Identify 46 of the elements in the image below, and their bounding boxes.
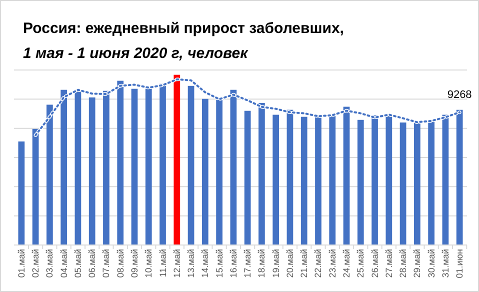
x-tick-label: 22.май xyxy=(313,249,324,278)
bar xyxy=(244,110,251,245)
x-tick-label: 03.май xyxy=(44,249,55,278)
bar xyxy=(357,120,364,245)
x-tick-label: 05.май xyxy=(72,249,83,278)
bar xyxy=(174,74,180,245)
x-tick-label: 02.май xyxy=(30,249,41,278)
x-tick-label: 12.май xyxy=(172,249,182,278)
bar xyxy=(272,114,280,245)
x-tick-label: 09.май xyxy=(129,249,140,278)
x-tick-label: 14.май xyxy=(200,249,210,278)
x-tick-label: 13.май xyxy=(186,249,196,278)
x-tick-label: 18.май xyxy=(256,249,267,278)
bar xyxy=(131,88,138,245)
bar xyxy=(400,122,406,245)
x-tick-label: 28.май xyxy=(398,249,408,278)
bar xyxy=(300,116,308,245)
x-tick-label: 16.май xyxy=(228,249,238,278)
bar xyxy=(202,98,208,245)
data-label: 9268 xyxy=(447,88,472,101)
x-tick-label: 10.май xyxy=(144,249,154,278)
x-tick-label: 11.май xyxy=(158,249,168,278)
x-tick-label: 01.июн xyxy=(454,248,465,278)
x-tick-label: 21.май xyxy=(299,249,310,278)
bar xyxy=(18,141,25,245)
x-tick-label: 31.май xyxy=(440,249,450,278)
x-tick-label: 17.май xyxy=(242,249,253,278)
x-tick-label: 06.май xyxy=(87,249,98,278)
bar xyxy=(88,97,96,245)
x-tick-label: 24.май xyxy=(342,249,352,278)
bar xyxy=(188,86,194,245)
x-tick-label: 07.май xyxy=(101,249,112,278)
chart-title: Россия: ежедневный прирост заболевших, xyxy=(23,20,344,37)
x-tick-label: 19.май xyxy=(270,249,281,278)
x-tick-label: 29.май xyxy=(412,249,422,278)
chart-subtitle: 1 мая - 1 июня 2020 г, человек xyxy=(23,45,250,62)
x-tick-label: 04.май xyxy=(58,249,69,278)
x-tick-label: 15.май xyxy=(214,249,224,278)
x-tick-label: 25.май xyxy=(356,249,366,278)
x-tick-label: 08.май xyxy=(115,249,126,278)
x-tick-label: 01.май xyxy=(16,249,26,278)
x-tick-label: 30.май xyxy=(426,249,436,278)
x-tick-label: 26.май xyxy=(370,249,380,278)
x-tick-label: 23.май xyxy=(327,249,338,278)
x-tick-label: 20.май xyxy=(284,249,295,278)
x-tick-label: 27.май xyxy=(384,249,394,278)
